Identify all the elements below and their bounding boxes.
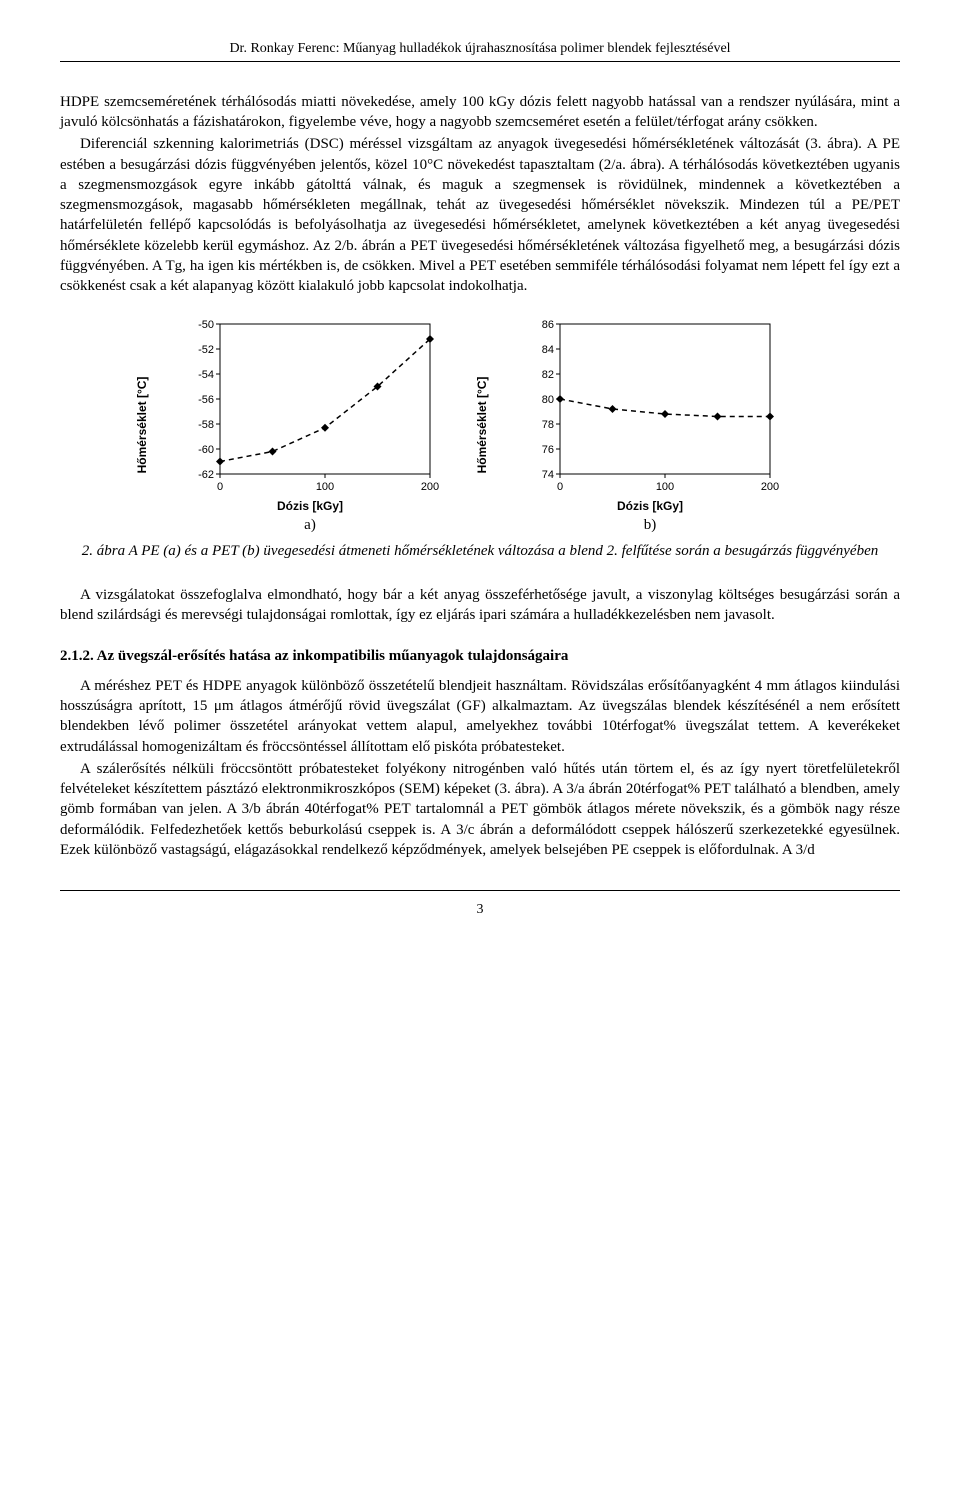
page-number: 3 [60, 901, 900, 920]
svg-text:-52: -52 [198, 344, 214, 356]
chart-b-x-label: Dózis [kGy] [500, 498, 800, 514]
svg-text:82: 82 [542, 369, 554, 381]
header-divider [60, 61, 900, 62]
figure-2-charts: Hőmérséklet [°C] -62 -60 -58 -56 -54 -52 -50 0 1… [60, 314, 900, 534]
chart-b: Hőmérséklet [°C] 747678808284860100200 D… [500, 314, 800, 534]
svg-text:200: 200 [761, 481, 779, 493]
chart-a-plot: -62 -60 -58 -56 -54 -52 -50 0 100 200 [180, 314, 440, 494]
paragraph-2: Diferenciál szkenning kalorimetriás (DSC… [60, 134, 900, 296]
svg-text:78: 78 [542, 419, 554, 431]
page-header-author: Dr. Ronkay Ferenc: Műanyag hulladékok új… [60, 40, 900, 59]
svg-text:-62: -62 [198, 469, 214, 481]
svg-text:0: 0 [217, 481, 223, 493]
chart-a-y-label: Hőmérséklet [°C] [134, 376, 150, 473]
svg-text:100: 100 [316, 481, 334, 493]
chart-a-x-label: Dózis [kGy] [160, 498, 460, 514]
svg-text:80: 80 [542, 394, 554, 406]
chart-b-y-label: Hőmérséklet [°C] [474, 376, 490, 473]
svg-text:200: 200 [421, 481, 439, 493]
svg-text:84: 84 [542, 344, 554, 356]
section-heading-212: 2.1.2. Az üvegszál-erősítés hatása az in… [60, 646, 900, 666]
svg-text:-54: -54 [198, 369, 214, 381]
paragraph-3: A vizsgálatokat összefoglalva elmondható… [60, 585, 900, 626]
svg-text:74: 74 [542, 469, 554, 481]
paragraph-4: A méréshez PET és HDPE anyagok különböző… [60, 676, 900, 757]
chart-a: Hőmérséklet [°C] -62-60-58-56-54-52-5001… [160, 314, 460, 534]
svg-text:-56: -56 [198, 394, 214, 406]
figure-2-caption: 2. ábra A PE (a) és a PET (b) üvegesedés… [60, 541, 900, 561]
paragraph-1: HDPE szemcseméretének térhálósodás miatt… [60, 92, 900, 133]
chart-b-sublabel: b) [500, 515, 800, 535]
svg-text:86: 86 [542, 319, 554, 331]
svg-text:-60: -60 [198, 444, 214, 456]
svg-text:0: 0 [557, 481, 563, 493]
svg-text:-50: -50 [198, 319, 214, 331]
footer-divider [60, 890, 900, 891]
paragraph-5: A szálerősítés nélküli fröccsöntött prób… [60, 759, 900, 860]
svg-text:-58: -58 [198, 419, 214, 431]
chart-b-plot: 74 76 78 80 82 84 86 0 100 200 [520, 314, 780, 494]
chart-a-sublabel: a) [160, 515, 460, 535]
svg-text:76: 76 [542, 444, 554, 456]
svg-text:100: 100 [656, 481, 674, 493]
